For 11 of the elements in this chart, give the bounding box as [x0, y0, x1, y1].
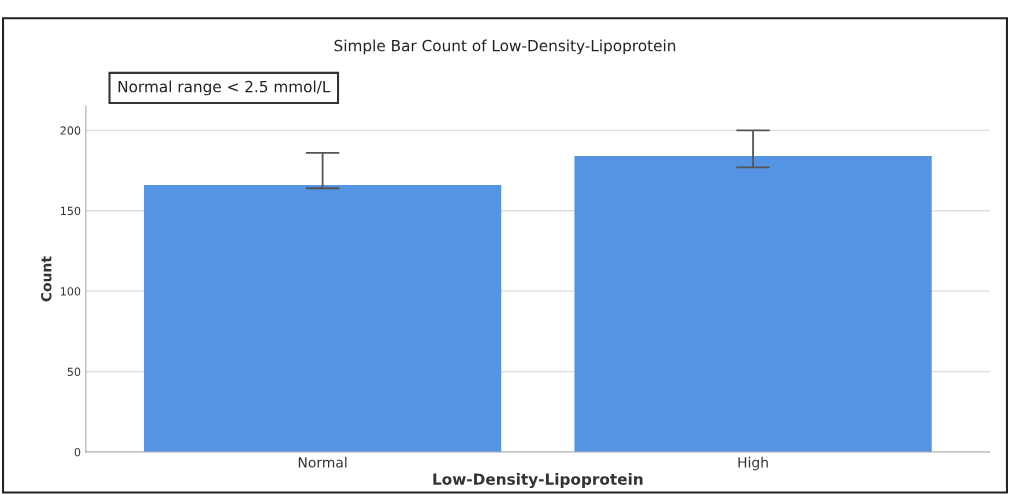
y-tick-label: 100: [61, 287, 81, 296]
y-tick-label: 200: [60, 126, 81, 135]
x-tick-label: Normal: [298, 456, 347, 468]
x-tick-label: High: [738, 456, 768, 471]
y-tick-label: 150: [61, 206, 81, 216]
y-tick-label: 50: [67, 367, 81, 376]
text: Normal range < 2.5 mmol/L: [118, 80, 331, 96]
y-axis-title: Count: [41, 256, 52, 302]
y-tick-label: 0: [74, 447, 81, 457]
x-axis-title: Low-Density-Lipoprotein: [433, 473, 643, 488]
chart-title: Simple Bar Count of Low-Density-Lipoprotein: [334, 39, 676, 55]
